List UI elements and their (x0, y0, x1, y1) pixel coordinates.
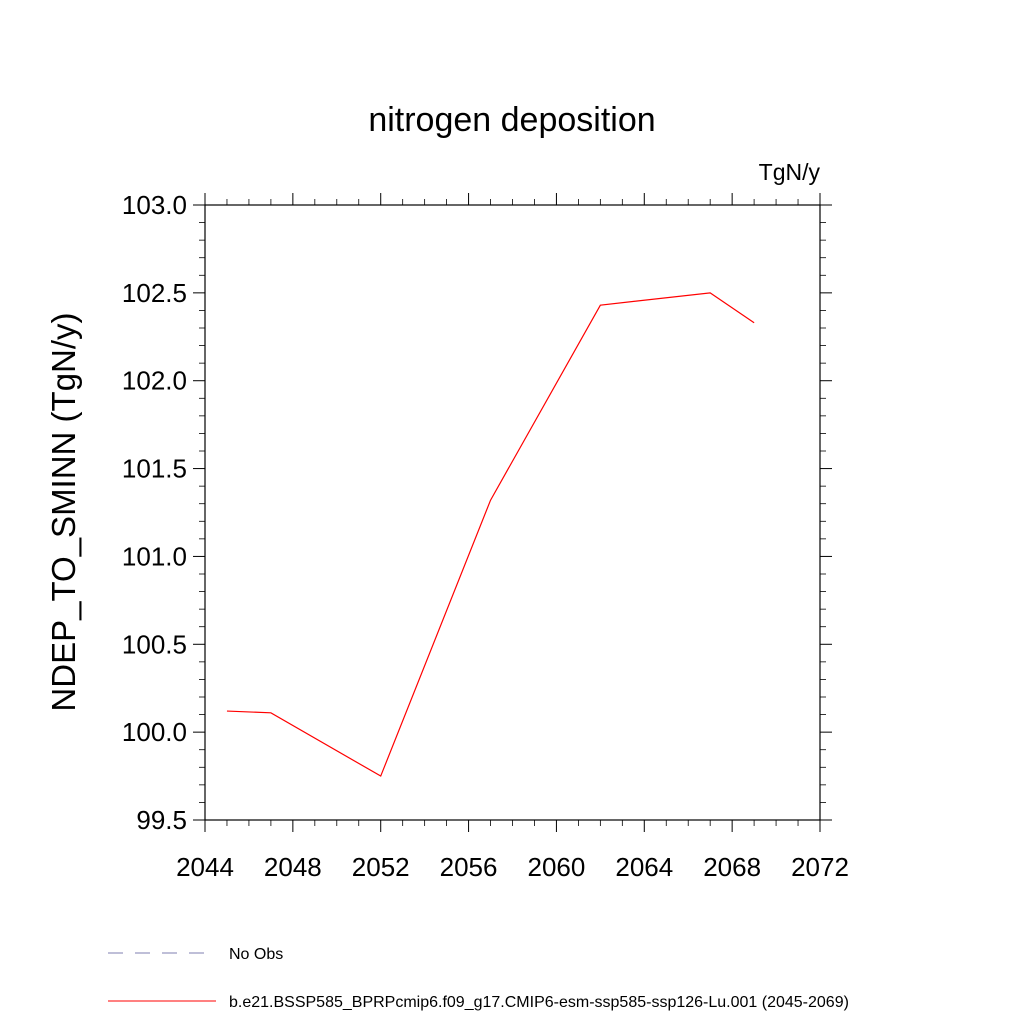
series-line-1 (226, 292, 755, 777)
y-tick-label: 102.5 (122, 278, 187, 308)
y-axis-label: NDEP_TO_SMINN (TgN/y) (45, 312, 82, 711)
y-tick-label: 99.5 (136, 805, 187, 835)
plot-area: 2044 2048 2052 2056 2060 2064 2068 2072 99.5 100.… (122, 190, 849, 882)
y-tick-label: 100.0 (122, 717, 187, 747)
y-tick-label: 101.5 (122, 454, 187, 484)
legend-label-1: b.e21.BSSP585_BPRPcmip6.f09_g17.CMIP6-es… (229, 994, 849, 1011)
y-tick-label: 103.0 (122, 190, 187, 220)
units-label: TgN/y (759, 159, 821, 185)
x-tick-label: 2060 (528, 852, 586, 882)
y-tick-label: 100.5 (122, 629, 187, 659)
x-tick-label: 2056 (440, 852, 498, 882)
x-tick-label: 2068 (703, 852, 761, 882)
y-tick-label: 101.0 (122, 541, 187, 571)
y-tick-label: 102.0 (122, 366, 187, 396)
x-tick-label: 2048 (264, 852, 322, 882)
legend-label-0: No Obs (229, 946, 283, 963)
x-tick-label: 2044 (176, 852, 234, 882)
x-tick-label: 2064 (615, 852, 673, 882)
legend: No Obs b.e21.BSSP585_BPRPcmip6.f09_g17.CM… (108, 946, 849, 1011)
chart-title: nitrogen deposition (368, 101, 655, 139)
x-tick-label: 2072 (791, 852, 849, 882)
x-tick-label: 2052 (352, 852, 410, 882)
